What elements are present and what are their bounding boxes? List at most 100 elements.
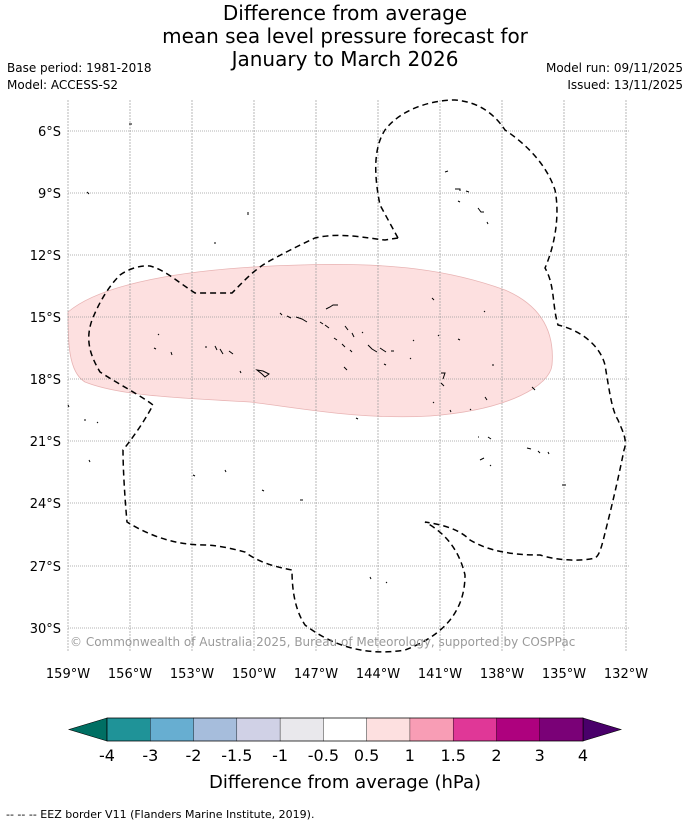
island: [432, 401, 435, 404]
colorbar-tick: -4: [99, 746, 115, 765]
island: [286, 315, 292, 319]
colorbar-segment: [323, 717, 368, 742]
island: [455, 188, 461, 191]
lon-label: 144°W: [356, 667, 400, 682]
issued-date: Issued: 13/11/2025: [567, 78, 683, 92]
model-run: Model run: 09/11/2025: [545, 61, 683, 75]
island: [170, 351, 173, 356]
island: [537, 450, 541, 454]
island: [379, 347, 387, 353]
island: [486, 221, 489, 225]
lon-label: 135°W: [542, 667, 586, 682]
colorbar-segment: [106, 717, 151, 742]
eez-legend: -- -- -- EEZ border V11 (Flanders Marine…: [6, 808, 315, 821]
latitude-labels: 6°S 9°S 12°S 15°S 18°S 21°S 24°S 27°S 30…: [30, 125, 61, 637]
lat-label: 27°S: [30, 560, 61, 575]
colorbar-tick: 0.5: [354, 746, 379, 765]
colorbar-tick: 1: [405, 746, 415, 765]
colorbar-segment: [193, 717, 238, 742]
island: [261, 489, 265, 492]
island: [361, 331, 364, 334]
colorbar-extend-high: [582, 717, 623, 742]
islands: [67, 123, 566, 584]
island: [367, 344, 378, 353]
colorbar-title: Difference from average (hPa): [209, 772, 481, 793]
island: [214, 345, 218, 351]
title-line-2: mean sea level pressure forecast for: [162, 24, 528, 48]
island: [409, 357, 412, 360]
island: [344, 325, 349, 331]
lat-label: 15°S: [30, 311, 61, 326]
island: [295, 316, 308, 323]
lat-label: 9°S: [38, 187, 61, 202]
colorbar-segment: [279, 717, 324, 742]
title-line-3: January to March 2026: [231, 47, 459, 71]
colorbar-tick: 1.5: [440, 746, 465, 765]
lat-label: 21°S: [30, 435, 61, 450]
colorbar-tick: -2: [186, 746, 202, 765]
island: [526, 447, 532, 450]
island: [465, 190, 470, 193]
island: [325, 304, 338, 310]
lat-label: 6°S: [38, 125, 61, 140]
lat-label: 24°S: [30, 497, 61, 512]
island: [440, 382, 445, 387]
colorbar-tick: -1.5: [221, 746, 252, 765]
lon-label: 132°W: [604, 667, 648, 682]
colorbar-segment: [452, 717, 497, 742]
colorbar-segment: [366, 717, 411, 742]
lat-label: 18°S: [30, 373, 61, 388]
lon-label: 138°W: [480, 667, 524, 682]
colorbar-tick: 3: [535, 746, 545, 765]
island: [469, 408, 472, 411]
island: [449, 409, 452, 413]
colorbar-tick: -1: [272, 746, 288, 765]
island: [228, 350, 234, 355]
lon-label: 156°W: [108, 667, 152, 682]
island: [153, 347, 157, 350]
island: [96, 421, 99, 424]
colorbar-segment: [150, 717, 195, 742]
island: [431, 297, 435, 301]
colorbar-segment: [539, 717, 584, 742]
colorbar-frame: [106, 717, 584, 742]
island: [351, 332, 355, 338]
island: [483, 310, 486, 313]
island: [341, 343, 346, 348]
colorbar-extend-low: [67, 717, 108, 742]
forecast-map: 6°S 9°S 12°S 15°S 18°S 21°S 24°S 27°S 30…: [30, 99, 648, 793]
island: [383, 363, 387, 366]
colorbar: -4 -3 -2 -1.5 -1 -0.5 0.5 1 1.5 2 3 4 Di…: [67, 717, 623, 793]
island: [255, 369, 270, 378]
island: [355, 417, 359, 420]
island: [477, 207, 484, 213]
island: [219, 348, 224, 355]
island: [457, 200, 461, 203]
island: [88, 459, 91, 463]
island: [547, 451, 550, 455]
island: [441, 372, 446, 380]
island: [349, 349, 353, 353]
base-period: Base period: 1981-2018: [7, 61, 152, 75]
island: [324, 324, 330, 329]
colorbar-segment: [496, 717, 541, 742]
island: [437, 334, 440, 337]
island: [343, 366, 348, 371]
island: [457, 338, 461, 341]
colorbar-tick: -0.5: [308, 746, 339, 765]
model-name: Model: ACCESS-S2: [7, 78, 119, 92]
island: [279, 312, 283, 316]
eez-border: [88, 99, 627, 653]
lon-label: 153°W: [170, 667, 214, 682]
colorbar-tick: 4: [578, 746, 588, 765]
lat-label: 30°S: [30, 622, 61, 637]
lon-label: 150°W: [232, 667, 276, 682]
island: [487, 436, 492, 440]
anomaly-region: [67, 263, 553, 418]
island: [224, 469, 227, 473]
title-line-1: Difference from average: [222, 1, 468, 25]
island: [479, 457, 485, 461]
copyright-notice: © Commonwealth of Australia 2025, Bureau…: [70, 635, 575, 649]
island: [86, 191, 90, 195]
lon-label: 141°W: [418, 667, 462, 682]
